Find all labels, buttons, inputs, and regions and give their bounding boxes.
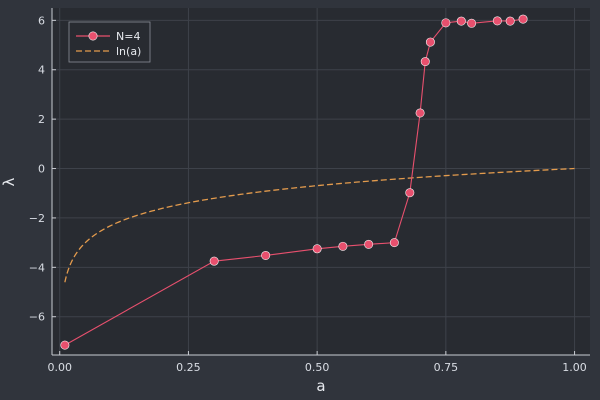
y-tick-label: 2 — [38, 113, 45, 126]
series-n4-point — [420, 57, 430, 67]
series-n4-point — [441, 18, 451, 28]
series-n4-point — [415, 108, 425, 118]
series-n4-point — [505, 16, 515, 26]
y-tick-label: −4 — [29, 261, 45, 274]
grid — [52, 8, 590, 355]
series-n4-point — [338, 241, 348, 251]
x-tick-label: 0.25 — [176, 361, 201, 374]
series-n4-point — [261, 250, 271, 260]
series-n4-point — [425, 37, 435, 47]
x-tick-label: 1.00 — [562, 361, 587, 374]
y-tick-label: 4 — [38, 64, 45, 77]
legend-ln-label: ln(a) — [116, 45, 141, 58]
legend-box — [68, 21, 151, 63]
x-tick-label: 0.50 — [305, 361, 330, 374]
series-n4-point — [456, 16, 466, 26]
legend: N=4 ln(a) — [68, 21, 151, 63]
series-n4-point — [312, 244, 322, 254]
plot-area — [52, 8, 590, 355]
y-tick-label: −2 — [29, 212, 45, 225]
legend-n4-marker — [88, 31, 98, 41]
y-tick-label: 0 — [38, 163, 45, 176]
series-n4-point — [467, 18, 477, 28]
series-n4-point — [492, 16, 502, 26]
series-layer — [60, 14, 575, 350]
y-axis-title: λ — [0, 177, 18, 186]
y-tick-labels: −6 −4 −2 0 2 4 6 — [29, 14, 45, 323]
series-n4-point — [389, 238, 399, 248]
series-n4-point — [518, 14, 528, 24]
legend-n4-label: N=4 — [116, 30, 140, 43]
series-n4-point — [60, 340, 70, 350]
series-n4-point — [405, 188, 415, 198]
series-ln-a-line — [64, 167, 575, 283]
x-tick-labels: 0.00 0.25 0.50 0.75 1.00 — [47, 361, 586, 374]
x-tick-label: 0.75 — [434, 361, 459, 374]
axes — [51, 8, 590, 356]
x-axis-title: a — [316, 377, 325, 395]
series-n4-point — [209, 256, 219, 266]
series-n4-point — [364, 239, 374, 249]
x-tick-label: 0.00 — [47, 361, 72, 374]
y-tick-label: 6 — [38, 14, 45, 27]
y-tick-label: −6 — [29, 311, 45, 324]
